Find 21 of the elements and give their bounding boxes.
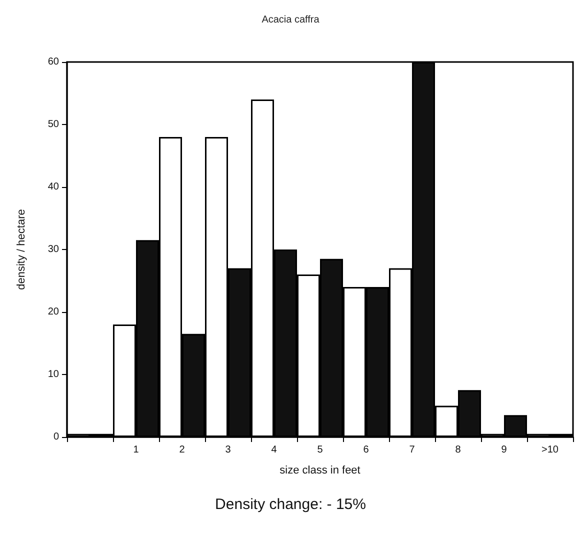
y-tick-label: 10 [48, 369, 60, 380]
x-tick-label: 7 [409, 444, 416, 456]
x-tick-label: 8 [455, 444, 462, 456]
y-tick-label: 40 [48, 182, 60, 192]
y-tick-label: 30 [48, 244, 60, 255]
x-tick-label: 4 [271, 444, 278, 456]
y-tick-label: 50 [48, 119, 60, 130]
y-tick-label: 20 [48, 306, 60, 318]
y-tick-label: 0 [53, 432, 60, 442]
x-tick-label: 5 [317, 444, 324, 456]
x-tick-label: 9 [501, 444, 508, 456]
x-tick-label: 1 [133, 444, 140, 456]
x-tick-label: >10 [542, 444, 559, 456]
y-axis-title: density / hectare [16, 209, 28, 290]
x-tick-label: 3 [225, 444, 232, 456]
x-tick-label: 6 [363, 444, 370, 456]
text: Density change: - 15% [215, 496, 366, 513]
x-axis-title: size class in feet [280, 464, 360, 476]
x-tick-label: 2 [179, 444, 186, 456]
chart-title: Acacia caffra [262, 14, 320, 26]
y-tick-label: 60 [48, 56, 60, 68]
